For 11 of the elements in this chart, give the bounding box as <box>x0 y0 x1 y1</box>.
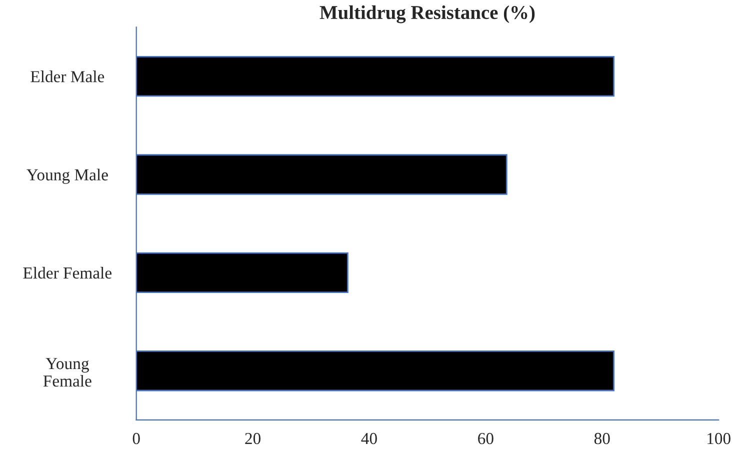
chart-title: Multidrug Resistance (%) <box>320 5 535 24</box>
x-tick-label: 40 <box>361 432 377 444</box>
y-tick-label: Elder Male <box>30 70 104 82</box>
x-tick-label: 80 <box>594 432 610 444</box>
x-tick-label: 100 <box>708 432 730 444</box>
y-tick-label: Elder Female <box>23 266 112 279</box>
x-tick-label: 0 <box>132 432 140 444</box>
x-tick-label: 20 <box>245 432 260 444</box>
y-tick-label: Young Male <box>26 168 108 184</box>
y-tick-label: Young Female <box>43 358 92 387</box>
x-tick-label: 60 <box>478 432 494 444</box>
